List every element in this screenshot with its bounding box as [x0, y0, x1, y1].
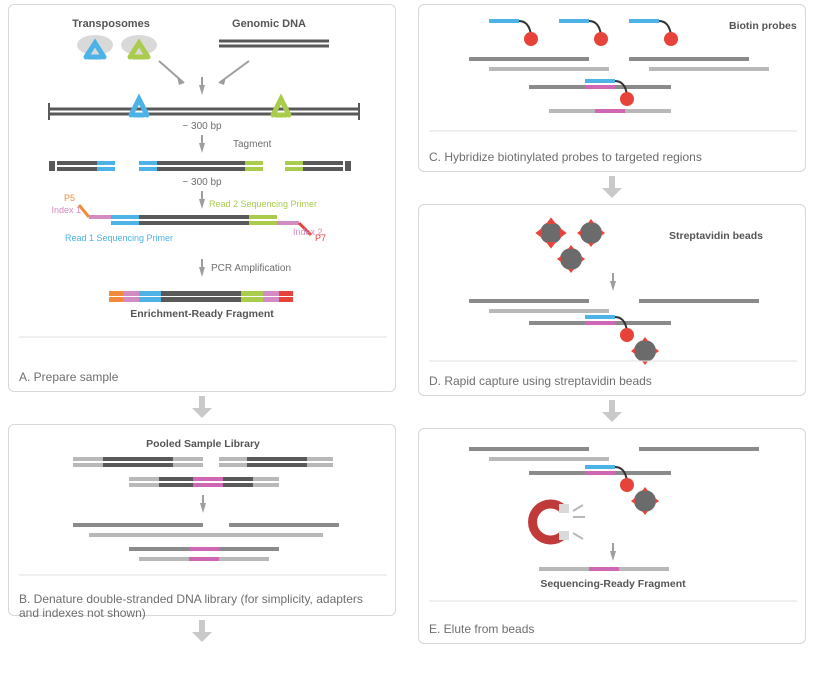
panel-b-caption: B. Denature double-stranded DNA library …	[19, 586, 385, 620]
svg-text:Read 1 Sequencing Primer: Read 1 Sequencing Primer	[65, 233, 173, 243]
svg-text:Streptavidin beads: Streptavidin beads	[669, 230, 763, 242]
arrow-c-to-d	[418, 172, 806, 204]
panel-c-diagram: Biotin probes	[429, 13, 797, 141]
svg-text:Index 1: Index 1	[51, 205, 81, 215]
label-transposomes: Transposomes	[72, 18, 150, 30]
svg-text:Tagment: Tagment	[233, 139, 272, 150]
label-genomic: Genomic DNA	[232, 18, 306, 30]
biotin-probe-icon	[489, 19, 538, 46]
panel-c-caption: C. Hybridize biotinylated probes to targ…	[429, 144, 795, 164]
svg-text:Biotin probes: Biotin probes	[729, 20, 797, 32]
panel-d-diagram: Streptavidin beads	[429, 213, 797, 365]
svg-text:Sequencing-Ready Fragment: Sequencing-Ready Fragment	[540, 578, 686, 590]
svg-text:PCR Amplification: PCR Amplification	[211, 263, 291, 274]
panel-e-diagram: Sequencing-Ready Fragment	[429, 437, 797, 613]
svg-text:P5: P5	[64, 193, 75, 203]
arrow-b-down	[8, 616, 396, 648]
arrow-d-to-e	[418, 396, 806, 428]
panel-d: Streptavidin beads D. Rapid capture usin…	[418, 204, 806, 396]
svg-text:Read 2 Sequencing Primer: Read 2 Sequencing Primer	[209, 199, 317, 209]
svg-text:~ 300 bp: ~ 300 bp	[182, 121, 222, 132]
svg-text:Enrichment-Ready Fragment: Enrichment-Ready Fragment	[130, 308, 274, 320]
magnet-icon	[533, 504, 585, 540]
panel-b-diagram: Pooled Sample Library	[19, 433, 387, 583]
panel-a-diagram: Transposomes Genomic DNA	[19, 13, 387, 361]
arrow-a-to-b	[8, 392, 396, 424]
panel-e: Sequencing-Ready Fragment E. Elute from …	[418, 428, 806, 644]
panel-b: Pooled Sample Library	[8, 424, 396, 616]
svg-text:Index 2: Index 2	[293, 227, 323, 237]
panel-d-caption: D. Rapid capture using streptavidin bead…	[429, 368, 795, 388]
panel-c: Biotin probes C. Hybridize biotinylated …	[418, 4, 806, 172]
panel-a-caption: A. Prepare sample	[19, 364, 385, 384]
svg-text:~ 300 bp: ~ 300 bp	[182, 177, 222, 188]
panel-a: Transposomes Genomic DNA	[8, 4, 396, 392]
svg-text:Pooled Sample Library: Pooled Sample Library	[146, 438, 260, 450]
panel-e-caption: E. Elute from beads	[429, 616, 795, 636]
streptavidin-bead-icon	[537, 219, 565, 247]
